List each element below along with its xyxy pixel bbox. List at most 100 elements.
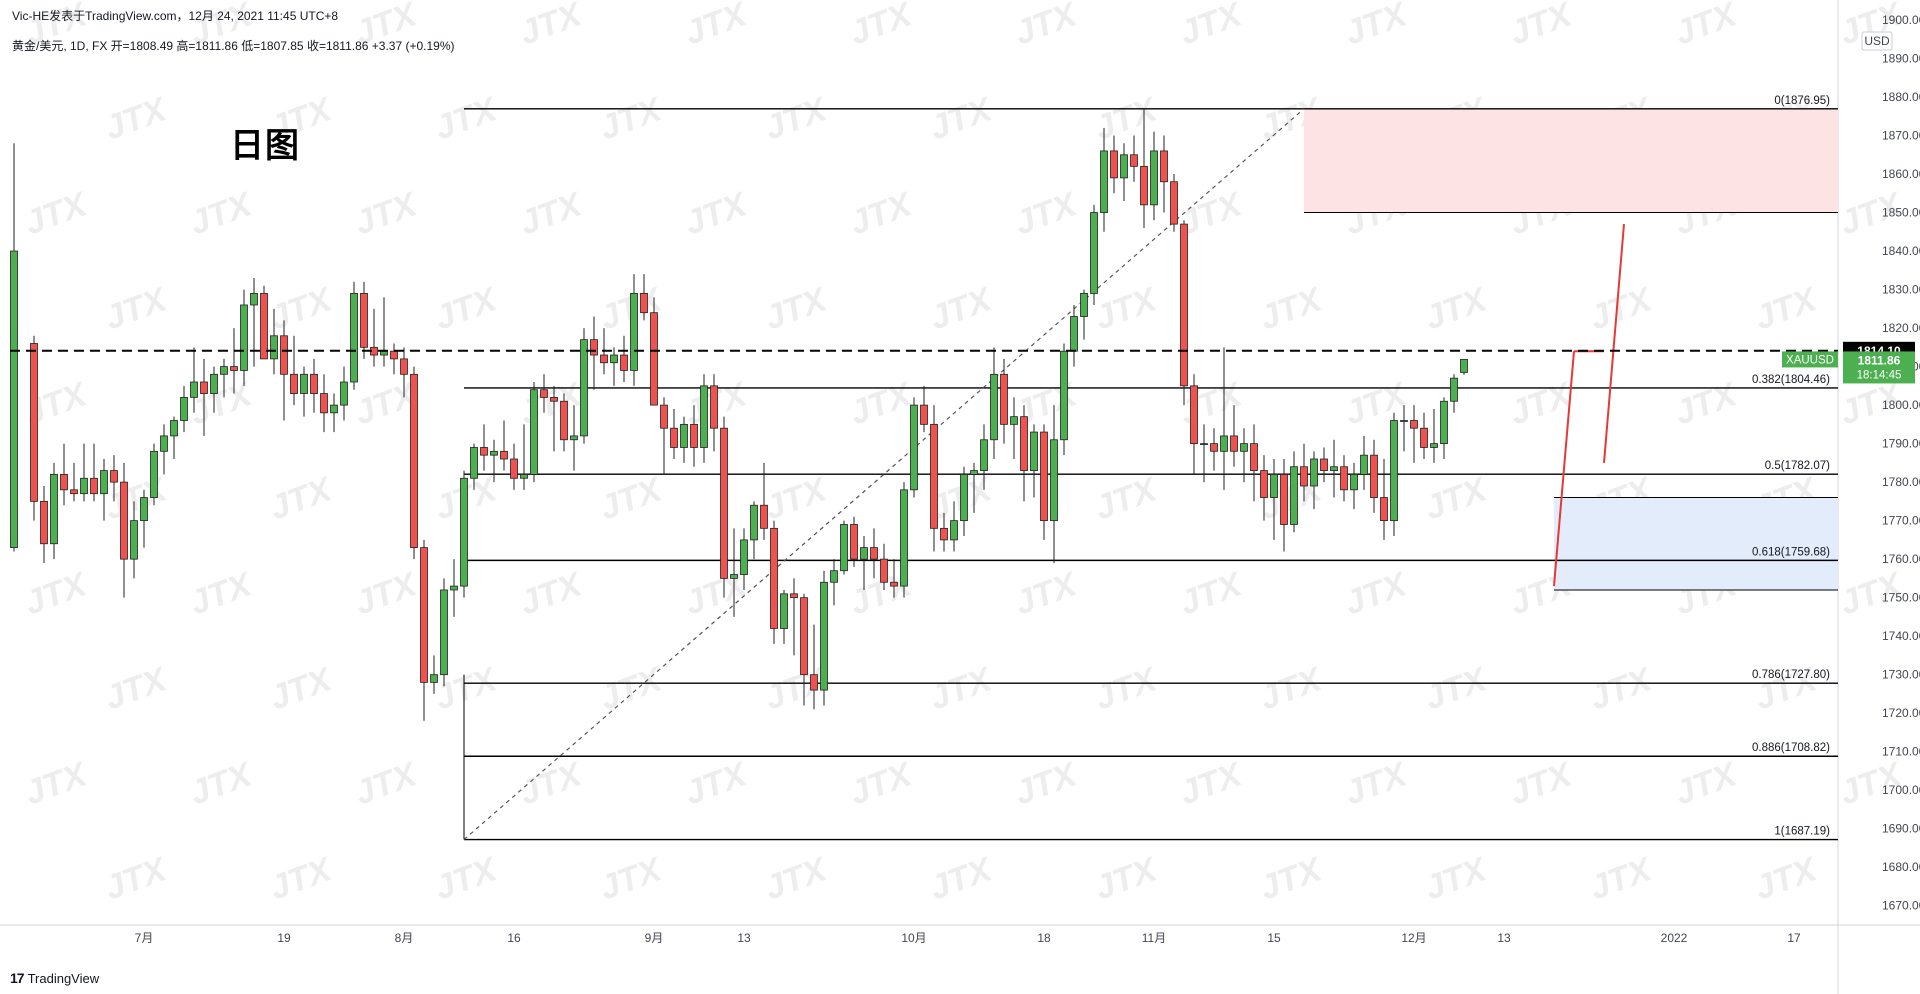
- candle-body: [40, 500, 48, 545]
- candle-body: [620, 354, 628, 371]
- price-tick-label: 1680.00: [1882, 860, 1920, 874]
- candle-body: [410, 373, 418, 548]
- candle-body: [880, 558, 888, 583]
- price-axis[interactable]: 1670.00 1680.00 1690.00 1700.00 1710.00 1720.…: [1782, 13, 1920, 913]
- candle-body: [1310, 458, 1318, 487]
- candle-body: [740, 539, 748, 575]
- candle-body: [710, 385, 718, 429]
- candle-body: [1110, 150, 1118, 179]
- candle-body: [1040, 431, 1048, 522]
- candle-body: [520, 474, 528, 479]
- publisher-line: Vic-HE发表于TradingView.com，12月 24, 2021 11…: [12, 9, 339, 23]
- candle-body: [1190, 385, 1198, 445]
- candle-body: [470, 447, 478, 479]
- watermark-text: JTX: [1915, 660, 1920, 718]
- candle-body: [50, 474, 58, 545]
- candle-body: [210, 373, 218, 394]
- time-tick-label: 12月: [1401, 931, 1426, 945]
- candle-body: [870, 547, 878, 560]
- candle-body: [510, 458, 518, 479]
- candle-body: [1150, 150, 1158, 206]
- price-tick-label: 1800.00: [1882, 398, 1920, 412]
- candle-body: [1260, 470, 1268, 498]
- price-tick-label: 1790.00: [1882, 437, 1920, 451]
- time-tick-label: 18: [1037, 931, 1051, 945]
- candle-body: [1390, 420, 1398, 522]
- trend-line[interactable]: [1553, 351, 1575, 587]
- candle-body: [330, 404, 338, 414]
- candle-body: [250, 293, 258, 306]
- candle-body: [920, 404, 928, 425]
- fib-level-label: 0.886(1708.82): [1752, 742, 1830, 754]
- current-price-tag: [1843, 351, 1915, 384]
- candle-body: [260, 293, 268, 360]
- candle-body: [450, 585, 458, 591]
- candle-body: [120, 481, 128, 560]
- price-tick-label: 1760.00: [1882, 552, 1920, 566]
- fibonacci-retracement[interactable]: 0(1876.95) 0.382(1804.46) 0.5(1782.07) 0.61…: [463, 95, 1838, 841]
- candle-body: [590, 339, 598, 356]
- symbol-ohlc-line[interactable]: 黄金/美元, 1D, FX 开=1808.49 高=1811.86 低=1807…: [12, 39, 455, 53]
- candle-body: [130, 520, 138, 560]
- candle-body: [760, 504, 768, 529]
- time-axis[interactable]: 7月 19 8月 16 9月 13 10月 18 11月 15 12月 13 2022 17: [135, 931, 1801, 945]
- candle-body: [180, 397, 188, 421]
- candle-body: [1280, 474, 1288, 525]
- fib-trend-line[interactable]: [463, 108, 1305, 840]
- currency-box[interactable]: [1861, 31, 1893, 51]
- time-tick-label: 16: [507, 931, 521, 945]
- candle-body: [270, 335, 278, 360]
- candle-body: [960, 474, 968, 522]
- candle-body: [290, 373, 298, 394]
- price-tick-label: 1770.00: [1882, 514, 1920, 528]
- candle-body: [1090, 212, 1098, 294]
- trend-line[interactable]: [1603, 224, 1625, 463]
- candle-body: [1230, 435, 1238, 452]
- candle-body: [110, 470, 118, 483]
- watermark-text: JTX: [1915, 90, 1920, 148]
- time-tick-label: 2022: [1661, 931, 1688, 945]
- candle-body: [1340, 466, 1348, 491]
- candle-body: [1290, 466, 1298, 525]
- candle-body: [890, 581, 898, 587]
- candle-body: [970, 470, 978, 475]
- candle-body: [660, 404, 668, 429]
- candle-body: [860, 547, 868, 560]
- time-tick-label: 8月: [395, 931, 414, 945]
- candle-body: [160, 435, 168, 452]
- candle-body: [900, 489, 908, 587]
- candle-body: [1120, 154, 1128, 179]
- symbol-tag-label: XAUUSD: [1786, 354, 1834, 366]
- candle-body: [570, 435, 578, 441]
- candle-body: [1410, 420, 1418, 429]
- candle-body: [940, 527, 948, 541]
- price-tick-label: 1690.00: [1882, 822, 1920, 836]
- candle-body: [310, 373, 318, 394]
- tradingview-logo[interactable]: 17 TradingView: [10, 970, 99, 986]
- candle-body: [980, 439, 988, 471]
- candles-layer: [10, 108, 1468, 721]
- price-tick-label: 1840.00: [1882, 244, 1920, 258]
- candle-body: [1140, 165, 1148, 206]
- candle-body: [280, 335, 288, 375]
- candle-body: [300, 373, 308, 394]
- candle-body: [1420, 427, 1428, 448]
- candle-body: [560, 400, 568, 441]
- candle-body: [800, 597, 808, 676]
- candle-body: [150, 450, 158, 498]
- candle-body: [840, 524, 848, 572]
- candle-body: [320, 393, 328, 414]
- candle-body: [460, 477, 468, 587]
- candle-body: [1060, 350, 1068, 441]
- candle-body: [990, 373, 998, 441]
- candle-body: [680, 423, 688, 448]
- watermark-text: JTX: [1915, 280, 1920, 338]
- watermark-text: JTX: [1915, 850, 1920, 908]
- candle-body: [390, 350, 398, 360]
- candle-body: [430, 674, 438, 683]
- candle-body: [850, 524, 858, 560]
- candle-body: [670, 427, 678, 448]
- candle-body: [820, 581, 828, 691]
- candle-body: [810, 674, 818, 691]
